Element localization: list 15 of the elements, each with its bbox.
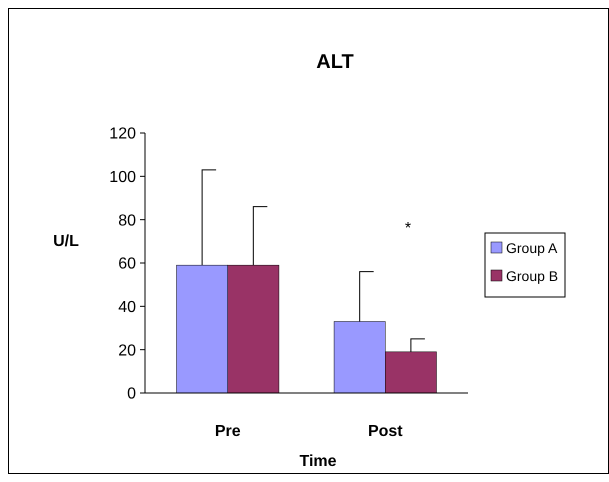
y-tick-label: 100 bbox=[109, 168, 136, 186]
y-tick-label: 0 bbox=[127, 386, 136, 403]
legend-label: Group A bbox=[506, 240, 558, 256]
annotation: * bbox=[404, 220, 412, 237]
y-tick-label: 120 bbox=[109, 126, 136, 143]
x-axis-title: Time bbox=[299, 453, 337, 470]
y-tick-label: 20 bbox=[118, 342, 136, 360]
y-tick-label: 40 bbox=[118, 298, 136, 316]
y-axis-title: U/L bbox=[53, 233, 80, 250]
chart-title: ALT bbox=[316, 51, 354, 73]
y-tick-label: 80 bbox=[118, 212, 136, 230]
legend-label: Group B bbox=[506, 268, 558, 284]
x-tick-label: Post bbox=[368, 423, 404, 440]
x-tick-label: Pre bbox=[214, 423, 241, 440]
y-tick-label: 60 bbox=[118, 256, 136, 273]
